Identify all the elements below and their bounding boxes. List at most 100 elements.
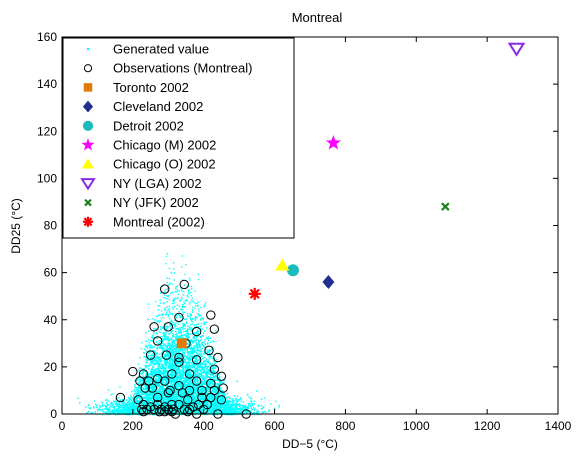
y-tick-label: 80 [44, 219, 58, 233]
legend-marker [83, 64, 93, 73]
legend-entry: Chicago (M) 2002 [81, 138, 216, 153]
chart-title: Montreal [292, 10, 343, 25]
data-point [128, 366, 138, 377]
y-tick-label: 160 [37, 30, 57, 44]
y-tick-label: 40 [44, 313, 58, 327]
legend-entry: NY (JFK) 2002 [84, 195, 199, 210]
data-point [140, 383, 150, 393]
data-point [209, 324, 220, 334]
data-point [441, 202, 450, 211]
data-point [174, 312, 184, 323]
y-axis-label: DD25 (°C) [9, 198, 23, 253]
data-point [161, 350, 172, 360]
data-point [184, 404, 195, 414]
data-point [209, 364, 220, 374]
legend-marker [82, 216, 94, 227]
legend-entry: Observations (Montreal) [83, 61, 252, 76]
series-observations-montreal [115, 279, 251, 419]
data-point [248, 287, 261, 300]
series-cleveland-2002 [322, 275, 335, 290]
legend-label: Observations (Montreal) [113, 61, 252, 76]
legend-label: Montreal (2002) [113, 214, 205, 229]
data-point [216, 371, 227, 381]
x-tick-label: 400 [194, 419, 214, 433]
data-point [216, 395, 227, 405]
data-point [138, 406, 149, 417]
data-point [133, 395, 143, 405]
legend-entry: Detroit 2002 [82, 118, 184, 133]
generated-value-points [77, 253, 280, 416]
generated-value-cloud [77, 253, 280, 416]
series-ny-jfk-2002 [441, 202, 450, 211]
legend-label: Toronto 2002 [113, 80, 189, 95]
data-point [286, 264, 299, 277]
data-point [218, 383, 228, 393]
legend-marker [80, 178, 96, 191]
legend-entry: Toronto 2002 [83, 80, 189, 95]
data-point [322, 275, 335, 290]
legend-entry: NY (LGA) 2002 [80, 176, 202, 191]
legend-label: Chicago (O) 2002 [113, 157, 216, 172]
data-point [165, 385, 175, 396]
legend-marker [84, 198, 92, 207]
series-detroit-2002 [286, 264, 299, 277]
legend-entry: Montreal (2002) [82, 214, 205, 229]
data-point [167, 369, 177, 379]
axes: 0 200 400 600 800 1000 1200 1400 0 20 40 60 80 100 120… [37, 30, 572, 433]
legend-marker [82, 158, 94, 169]
data-point [275, 258, 290, 271]
data-point [197, 385, 207, 396]
legend-marker [82, 120, 94, 131]
legend-label: Generated value [113, 42, 209, 57]
data-point [168, 404, 179, 414]
data-point [507, 42, 526, 57]
legend-marker [87, 48, 89, 50]
data-point [179, 279, 189, 290]
data-point [325, 135, 341, 150]
x-tick-label: 1200 [474, 419, 501, 433]
series-chicago-o-2002 [275, 258, 290, 271]
data-point [152, 336, 163, 346]
y-tick-label: 140 [37, 77, 57, 91]
data-point [152, 373, 163, 384]
y-tick-label: 20 [44, 360, 58, 374]
legend-marker [83, 83, 93, 92]
data-point [149, 404, 159, 414]
data-point [152, 399, 163, 410]
data-point [176, 338, 187, 349]
legend-marker [82, 100, 94, 113]
y-tick-label: 60 [44, 266, 58, 280]
legend-entry: Chicago (O) 2002 [82, 157, 216, 172]
data-point [206, 310, 216, 320]
y-tick-label: 100 [37, 171, 57, 185]
data-point [191, 376, 202, 386]
data-point [167, 399, 177, 410]
data-point [160, 406, 170, 417]
data-point [183, 395, 193, 405]
legend-label: Chicago (M) 2002 [113, 138, 216, 153]
x-tick-label: 600 [265, 419, 285, 433]
legend-label: NY (JFK) 2002 [113, 195, 199, 210]
x-tick-label: 1400 [545, 419, 572, 433]
data-point [191, 326, 202, 337]
x-tick-label: 1000 [403, 419, 430, 433]
legend-marker [81, 138, 95, 151]
series-toronto-2002 [176, 338, 187, 349]
data-point [177, 388, 188, 398]
legend-label: NY (LGA) 2002 [113, 176, 202, 191]
legend-entry: Cleveland 2002 [82, 99, 203, 114]
x-tick-label: 0 [59, 419, 66, 433]
data-point [191, 355, 202, 365]
series-montreal-2002 [248, 287, 261, 300]
data-point [138, 399, 149, 410]
data-point [202, 399, 212, 410]
data-point [147, 383, 158, 393]
data-point [163, 322, 173, 332]
data-point [145, 350, 156, 360]
series-chicago-m-2002 [325, 135, 341, 150]
data-point [149, 322, 159, 332]
data-point [204, 345, 214, 356]
legend-label: Detroit 2002 [113, 118, 184, 133]
